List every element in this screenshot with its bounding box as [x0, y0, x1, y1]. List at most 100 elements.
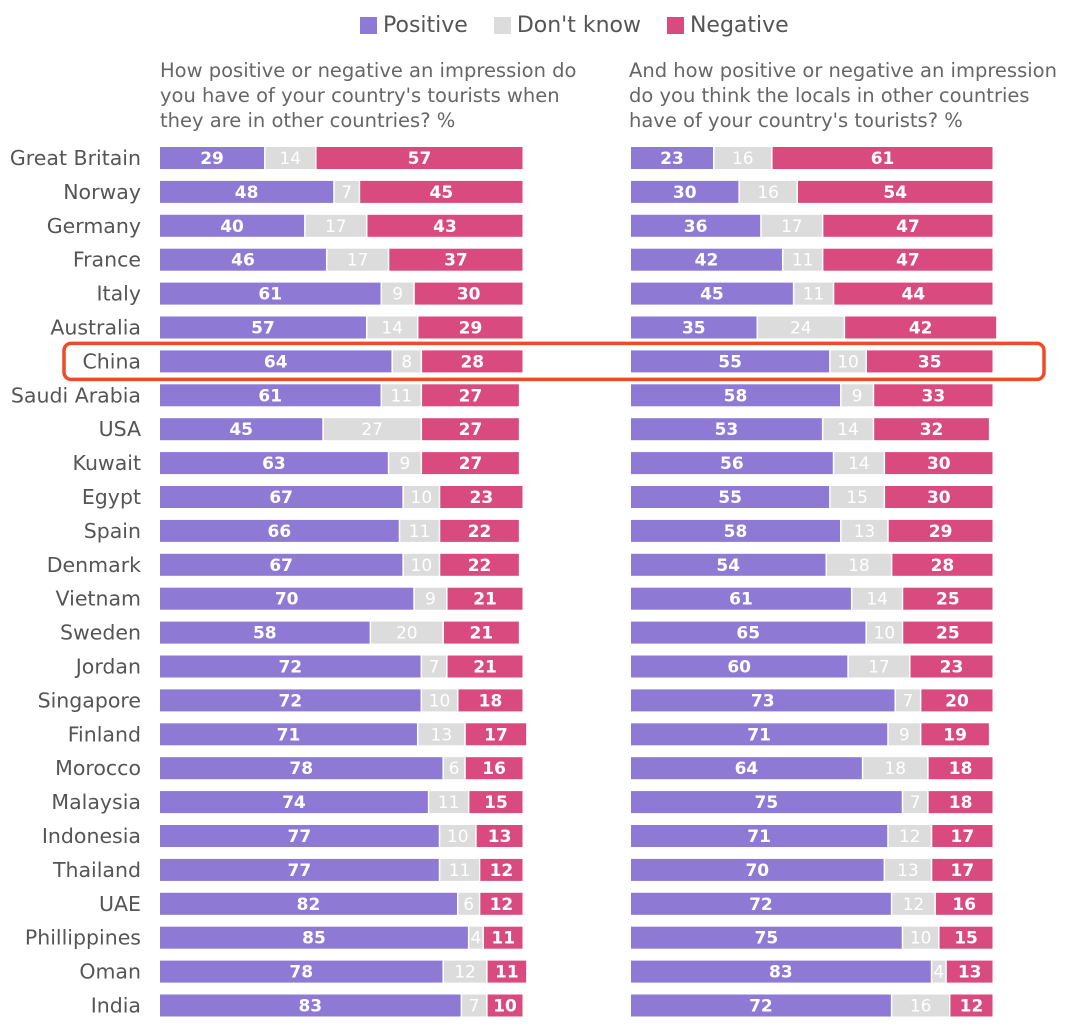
data-label: 29 [459, 319, 483, 339]
country-label-jordan: Jordan [74, 655, 141, 679]
data-label: 85 [302, 929, 326, 949]
bar-positive [160, 519, 399, 542]
bar-positive [631, 757, 862, 780]
bar-negative [483, 926, 523, 949]
country-label-denmark: Denmark [47, 553, 141, 577]
data-label: 29 [200, 149, 224, 169]
bar-don-t-know [400, 519, 439, 542]
bar-don-t-know [422, 655, 447, 678]
bar-negative [921, 689, 993, 712]
bar-don-t-know [739, 180, 797, 203]
bar-don-t-know [932, 960, 946, 983]
bar-don-t-know [323, 418, 421, 441]
data-label: 61 [871, 149, 895, 169]
bar-positive [160, 757, 443, 780]
bar-positive [631, 825, 888, 847]
bar-positive [631, 350, 830, 373]
data-label: 7 [469, 997, 480, 1017]
data-label: 82 [297, 895, 321, 915]
bar-negative [892, 553, 993, 576]
data-label: 17 [325, 217, 347, 237]
data-label: 77 [288, 861, 312, 881]
data-label: 18 [949, 759, 973, 779]
bar-don-t-know [422, 689, 457, 712]
data-label: 10 [411, 556, 433, 576]
bar-don-t-know [841, 384, 873, 407]
bar-negative [422, 384, 519, 407]
country-label-malaysia: Malaysia [51, 790, 141, 814]
bar-don-t-know [414, 587, 447, 610]
data-label: 14 [866, 590, 888, 610]
bar-negative [422, 418, 519, 441]
bar-positive [631, 587, 851, 610]
bar-negative [458, 689, 523, 712]
bar-positive [631, 147, 713, 169]
bar-don-t-know [367, 316, 417, 339]
bar-negative [928, 757, 993, 780]
data-label: 43 [433, 217, 457, 237]
bar-positive [631, 282, 793, 305]
bar-positive [160, 350, 392, 373]
data-label: 32 [920, 420, 944, 440]
bar-positive [160, 316, 366, 339]
data-label: 12 [903, 895, 925, 915]
bar-negative [440, 519, 519, 542]
bar-positive [631, 418, 822, 441]
bar-don-t-know [443, 960, 487, 983]
bar-don-t-know [392, 350, 421, 373]
country-label-sweden: Sweden [60, 621, 141, 645]
data-label: 9 [400, 454, 411, 474]
bar-positive [160, 723, 417, 746]
data-label: 73 [751, 691, 775, 711]
bar-negative [932, 825, 993, 847]
bar-positive [160, 180, 334, 203]
data-label: 12 [490, 895, 514, 915]
bar-positive [160, 621, 370, 644]
bar-positive [160, 994, 461, 1017]
bar-don-t-know [371, 621, 443, 644]
bar-don-t-know [892, 994, 949, 1017]
data-label: 18 [848, 556, 870, 576]
data-label: 23 [660, 149, 684, 169]
data-label: 33 [922, 386, 946, 406]
data-label: 6 [449, 759, 460, 779]
data-label: 6 [463, 895, 474, 915]
data-label: 7 [910, 793, 921, 813]
data-label: 17 [484, 725, 508, 745]
country-label-italy: Italy [97, 282, 141, 306]
country-label-singapore: Singapore [38, 688, 141, 712]
data-label: 78 [289, 963, 313, 983]
bar-positive [631, 553, 826, 576]
bar-don-t-know [265, 147, 316, 169]
data-label: 16 [952, 895, 976, 915]
data-label: 44 [902, 285, 926, 305]
bar-don-t-know [794, 282, 833, 305]
bar-negative [440, 553, 519, 576]
bar-negative [921, 723, 989, 746]
bar-don-t-know [327, 248, 388, 271]
bar-don-t-know [827, 553, 891, 576]
data-label: 72 [278, 658, 302, 678]
bar-negative [910, 655, 993, 678]
bar-positive [160, 248, 326, 271]
bar-negative [487, 960, 527, 983]
data-label: 70 [745, 861, 769, 881]
data-label: 71 [277, 725, 301, 745]
data-label: 65 [736, 624, 760, 644]
bar-don-t-know [382, 384, 421, 407]
country-label-vietnam: Vietnam [56, 587, 141, 611]
data-label: 11 [390, 386, 412, 406]
bar-negative [834, 282, 993, 305]
country-label-thailand: Thailand [52, 858, 141, 882]
data-label: 56 [720, 454, 744, 474]
data-label: 72 [749, 997, 773, 1017]
data-label: 48 [235, 183, 259, 203]
data-label: 30 [927, 488, 951, 508]
country-label-spain: Spain [84, 519, 141, 543]
bar-negative [797, 180, 993, 203]
bar-negative [447, 655, 523, 678]
data-label: 35 [918, 352, 942, 372]
bar-positive [631, 384, 841, 407]
bar-don-t-know [863, 757, 928, 780]
data-label: 16 [757, 183, 779, 203]
